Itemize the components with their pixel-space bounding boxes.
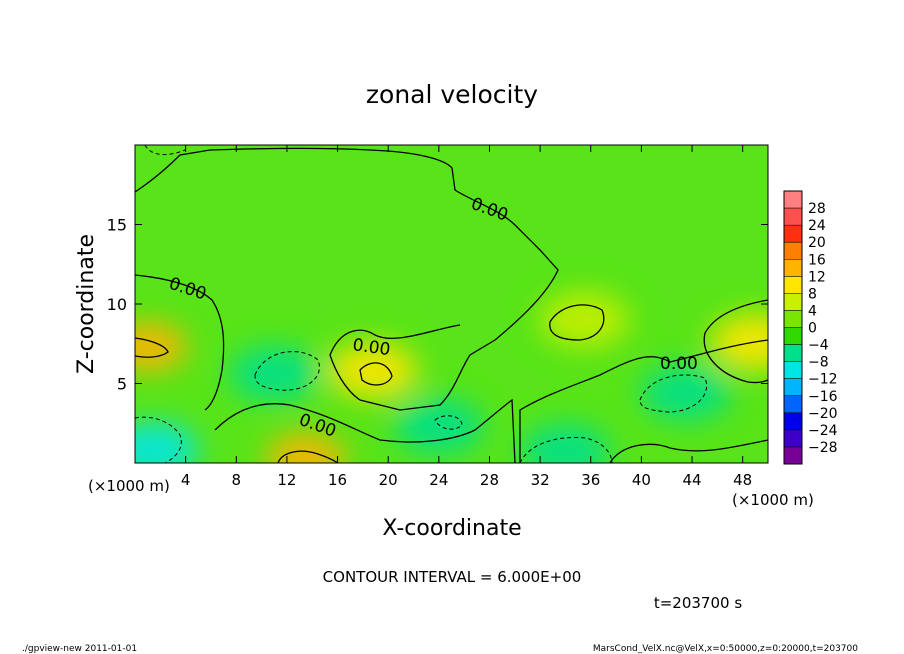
field-feature xyxy=(393,398,484,455)
contour-negative-small xyxy=(434,415,463,430)
colorbar-label: −8 xyxy=(808,355,829,371)
contour-label: 0.00 xyxy=(660,354,698,374)
colorbar-swatch xyxy=(784,191,802,209)
colorbar-swatch xyxy=(784,446,802,465)
y-axis: 5 10 15 xyxy=(107,216,768,394)
y-axis-label: Z-coordinate xyxy=(74,234,99,374)
colorbar-swatch xyxy=(784,276,802,294)
colorbar-swatch xyxy=(784,242,802,260)
footer-left: ./gpview-new 2011-01-01 xyxy=(22,644,137,654)
contour-negative xyxy=(135,145,707,463)
x-tick-label: 12 xyxy=(277,471,296,489)
field-feature xyxy=(520,423,611,463)
colorbar-label: −28 xyxy=(808,440,838,456)
y-tick-label: 15 xyxy=(107,216,127,235)
colorbar-swatch xyxy=(784,208,802,226)
colorbar-label: 24 xyxy=(808,218,826,234)
colorbar-label: 20 xyxy=(808,235,826,251)
colorbar-label: 28 xyxy=(808,201,826,217)
contour-bottom-right xyxy=(609,439,768,463)
contour-positive-right xyxy=(703,299,768,384)
colorbar-swatch xyxy=(784,327,802,345)
colorbar-label: 12 xyxy=(808,269,826,285)
colorbar-swatch xyxy=(784,344,802,363)
colorbar-label: 4 xyxy=(808,303,817,319)
plot-area: 0.00 0.00 0.00 0.00 0.00 4 8 12 16 20 24 28 32 3… xyxy=(107,144,769,489)
contour-negative-mid xyxy=(254,351,320,391)
x-tick-label: 8 xyxy=(232,471,242,489)
contour-positive-bottom xyxy=(277,450,339,463)
x-tick-label: 32 xyxy=(531,471,550,489)
contour-zero-upper xyxy=(135,147,559,411)
time-note: t=203700 s xyxy=(654,594,742,612)
colorbar-label: −24 xyxy=(808,423,838,439)
contour-zero-lower xyxy=(214,398,516,463)
contour-negative-bottom-mid xyxy=(519,436,613,463)
colorbar-label: 8 xyxy=(808,286,817,302)
contour-positive-inner xyxy=(359,362,393,386)
field-feature xyxy=(135,422,199,463)
x-tick-label: 36 xyxy=(581,471,600,489)
x-axis: 4 8 12 16 20 24 28 32 36 40 44 48 xyxy=(181,145,752,489)
colorbar-label: −20 xyxy=(808,406,838,422)
x-unit-right: (×1000 m) xyxy=(732,491,814,509)
colorbar-label: −12 xyxy=(808,372,838,388)
contour-positive-mid xyxy=(549,304,605,341)
contour-negative-left-bottom xyxy=(135,416,182,463)
x-tick-label: 24 xyxy=(429,471,448,489)
x-tick-label: 28 xyxy=(480,471,499,489)
colorbar-swatch xyxy=(784,225,802,243)
x-tick-label: 40 xyxy=(632,471,651,489)
contour-negative-right xyxy=(639,374,707,413)
x-unit-left: (×1000 m) xyxy=(88,477,170,495)
colorbar-swatch xyxy=(784,378,802,397)
colorbar-label: −16 xyxy=(808,389,838,405)
colorbar-label: 16 xyxy=(808,252,826,268)
chart-title: zonal velocity xyxy=(366,80,538,109)
contour-zero-right xyxy=(519,339,768,463)
colorbar-swatch xyxy=(784,310,802,328)
colorbar-swatch xyxy=(784,259,802,277)
y-tick-label: 10 xyxy=(107,295,127,314)
contour-negative-top-left xyxy=(144,145,186,156)
x-tick-label: 20 xyxy=(379,471,398,489)
x-tick-label: 48 xyxy=(733,471,752,489)
footer-right: MarsCond_VelX.nc@VelX,x=0:50000,z=0:2000… xyxy=(593,644,858,654)
field-feature xyxy=(328,342,419,399)
contour-interval-note: CONTOUR INTERVAL = 6.000E+00 xyxy=(323,568,582,586)
colorbar-swatch xyxy=(784,395,802,414)
colorbar-swatch xyxy=(784,361,802,380)
colorbar-swatch xyxy=(784,412,802,431)
colorbar-label: 0 xyxy=(808,321,817,337)
contour-lines xyxy=(135,145,768,463)
field-feature xyxy=(710,314,768,371)
field-feature xyxy=(229,346,320,402)
colorbar-label: −4 xyxy=(808,338,829,354)
x-tick-label: 16 xyxy=(328,471,347,489)
contour-positive-left xyxy=(135,337,169,358)
field-feature xyxy=(135,322,188,372)
field-feature xyxy=(640,365,731,421)
field-feature xyxy=(265,433,346,463)
field-feature xyxy=(539,292,630,348)
x-tick-label: 4 xyxy=(181,471,191,489)
colorbar-swatch xyxy=(784,293,802,311)
x-tick-label: 44 xyxy=(682,471,701,489)
velocity-field xyxy=(135,292,768,463)
contour-zero-left xyxy=(135,274,225,411)
colorbar-swatch xyxy=(784,429,802,448)
y-tick-label: 5 xyxy=(117,375,127,394)
x-axis-label: X-coordinate xyxy=(382,516,521,541)
